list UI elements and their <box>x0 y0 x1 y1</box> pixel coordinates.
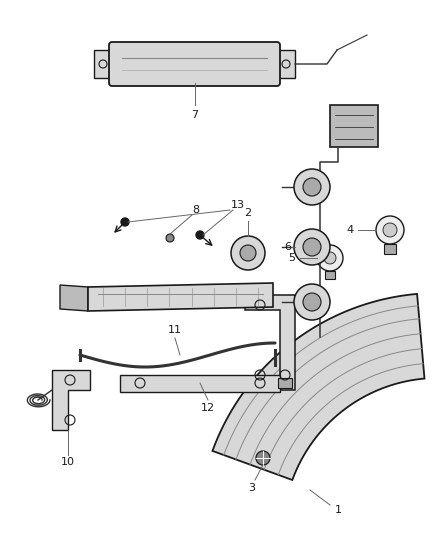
Text: 13: 13 <box>231 200 245 210</box>
Polygon shape <box>245 295 295 390</box>
Text: 5: 5 <box>289 253 296 263</box>
Text: 6: 6 <box>285 242 292 252</box>
FancyBboxPatch shape <box>330 105 378 147</box>
Text: 12: 12 <box>201 403 215 413</box>
Circle shape <box>294 284 330 320</box>
Circle shape <box>324 252 336 264</box>
Polygon shape <box>60 285 88 311</box>
Polygon shape <box>88 283 273 311</box>
Circle shape <box>294 169 330 205</box>
Circle shape <box>240 245 256 261</box>
Polygon shape <box>120 375 280 392</box>
Circle shape <box>376 216 404 244</box>
Text: 4: 4 <box>346 225 353 235</box>
Circle shape <box>166 234 174 242</box>
Text: 7: 7 <box>191 110 198 120</box>
FancyBboxPatch shape <box>325 271 335 279</box>
Text: 10: 10 <box>61 457 75 467</box>
Circle shape <box>231 236 265 270</box>
Circle shape <box>303 178 321 196</box>
Polygon shape <box>52 370 90 430</box>
Text: 11: 11 <box>168 325 182 335</box>
Circle shape <box>303 293 321 311</box>
Polygon shape <box>212 294 424 480</box>
Circle shape <box>294 229 330 265</box>
FancyBboxPatch shape <box>278 378 292 388</box>
Circle shape <box>383 223 397 237</box>
FancyBboxPatch shape <box>94 50 112 78</box>
Circle shape <box>256 451 270 465</box>
Circle shape <box>303 238 321 256</box>
Circle shape <box>196 231 204 239</box>
Text: 3: 3 <box>248 483 255 493</box>
FancyBboxPatch shape <box>384 244 396 254</box>
FancyBboxPatch shape <box>109 42 280 86</box>
Text: 8: 8 <box>192 205 200 215</box>
FancyBboxPatch shape <box>277 50 295 78</box>
Text: 1: 1 <box>335 505 342 515</box>
Circle shape <box>317 245 343 271</box>
Text: 2: 2 <box>244 208 251 218</box>
Circle shape <box>121 218 129 226</box>
